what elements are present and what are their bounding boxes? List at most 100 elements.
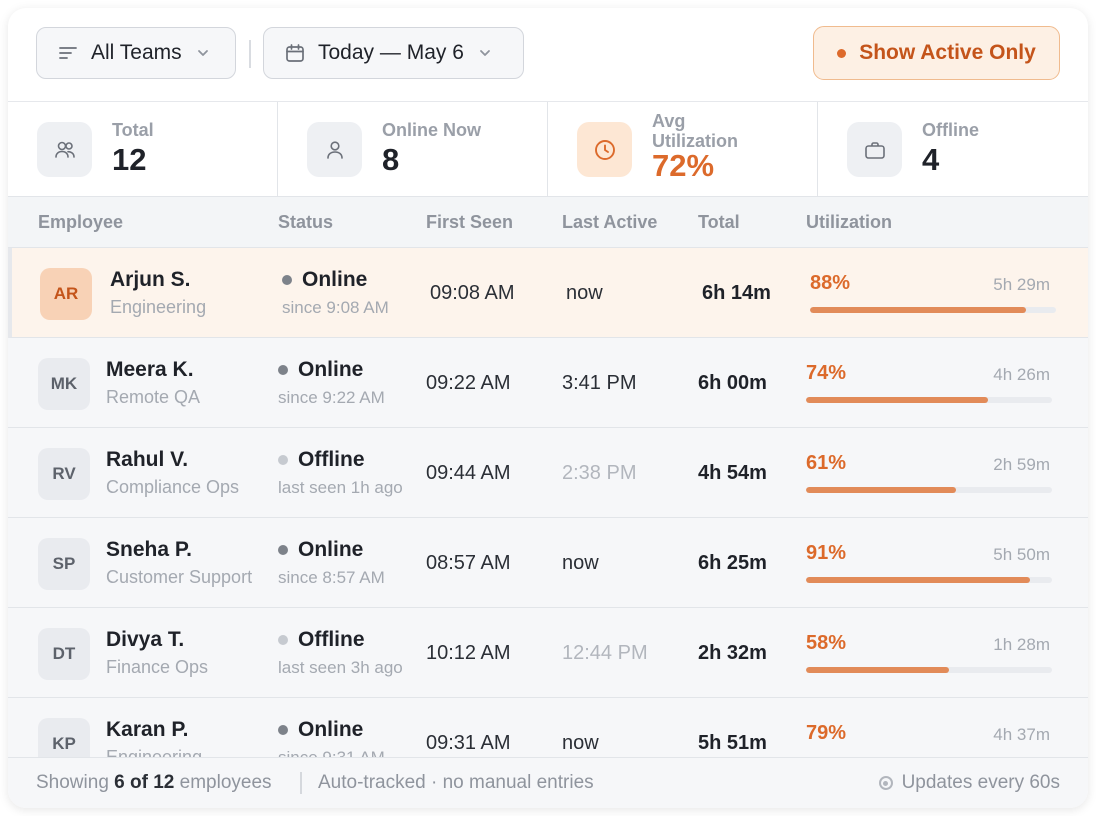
status-detail: since 9:22 AM	[278, 388, 385, 407]
chevron-down-icon	[197, 50, 208, 56]
toolbar-divider	[249, 40, 251, 68]
team-filter-dropdown[interactable]: All Teams	[36, 27, 236, 79]
first-seen-time: 09:44 AM	[426, 462, 511, 484]
status-indicator: Offline	[278, 628, 365, 652]
avatar: RV	[38, 448, 90, 500]
table-row[interactable]: SP Sneha P. Customer Support Online sinc…	[8, 518, 1088, 608]
column-header-status[interactable]: Status	[278, 212, 334, 232]
table-row[interactable]: AR Arjun S. Engineering Online since 9:0…	[8, 248, 1088, 338]
utilization-percent: 74%	[806, 362, 847, 384]
status-dot-icon	[278, 545, 288, 555]
stat-label: Offline	[922, 120, 979, 140]
utilization-percent: 91%	[806, 542, 847, 564]
date-filter-label: Today — May 6	[318, 41, 464, 64]
stat-value: 12	[112, 142, 147, 177]
status-detail: last seen 1h ago	[278, 478, 403, 497]
first-seen-time: 09:22 AM	[426, 372, 511, 394]
employee-name: Rahul V.	[106, 448, 189, 471]
employee-department: Customer Support	[106, 567, 253, 587]
employee-department: Engineering	[106, 747, 203, 757]
status-detail: since 8:57 AM	[278, 568, 385, 587]
employee-department: Remote QA	[106, 387, 201, 407]
employee-name: Meera K.	[106, 358, 194, 381]
status-detail: since 9:31 AM	[278, 748, 385, 757]
active-duration: 1h 28m	[993, 635, 1050, 654]
stat-avg-utilization: Avg Utilization 72%	[548, 102, 818, 197]
total-time: 2h 32m	[698, 642, 767, 664]
showing-suffix: employees	[179, 772, 272, 793]
avatar: MK	[38, 358, 90, 410]
stat-value: 72%	[652, 148, 715, 183]
total-time: 4h 54m	[698, 462, 767, 484]
tracking-note: Auto-tracked · no manual entries	[318, 772, 594, 793]
utilization-bar	[810, 307, 1056, 313]
table-row[interactable]: KP Karan P. Engineering Online since 9:3…	[8, 698, 1088, 757]
table-row[interactable]: MK Meera K. Remote QA Online since 9:22 …	[8, 338, 1088, 428]
first-seen-time: 09:31 AM	[426, 732, 511, 754]
last-active-time: 3:41 PM	[562, 372, 637, 394]
status-indicator: Online	[278, 358, 363, 382]
last-active-time: 12:44 PM	[562, 642, 648, 664]
team-filter-label: All Teams	[91, 41, 182, 64]
stat-offline: Offline 4	[818, 102, 1088, 197]
total-time: 6h 14m	[702, 282, 771, 304]
showing-count-text: Showing 6 of 12 employees	[36, 772, 272, 794]
first-seen-time: 10:12 AM	[426, 642, 511, 664]
column-header-utilization[interactable]: Utilization	[806, 212, 892, 232]
active-dot-icon	[837, 48, 847, 58]
stat-total: Total 12	[8, 102, 278, 197]
stat-label: Avg Utilization	[652, 111, 738, 151]
status-label: Online	[298, 538, 364, 561]
refresh-status: Updates every 60s	[878, 772, 1060, 794]
stat-value: 8	[382, 142, 400, 177]
last-active-time: now	[566, 282, 603, 304]
status-label: Offline	[298, 448, 365, 471]
employee-department: Compliance Ops	[106, 477, 240, 497]
employee-department: Finance Ops	[106, 657, 209, 677]
stats-bar: Total 12 Online Now 8 Avg Utilization 72…	[8, 102, 1088, 197]
employee-name: Karan P.	[106, 718, 189, 741]
calendar-icon	[286, 44, 304, 62]
utilization-bar	[806, 487, 1052, 493]
status-indicator: Online	[282, 268, 367, 292]
clock-icon	[577, 122, 632, 177]
user-icon	[307, 122, 362, 177]
utilization-bar-fill	[806, 397, 989, 403]
column-header-last-active[interactable]: Last Active	[562, 212, 658, 232]
status-indicator: Online	[278, 538, 363, 562]
avatar: KP	[38, 718, 90, 757]
status-dot-icon	[278, 365, 288, 375]
table-row[interactable]: DT Divya T. Finance Ops Offline last see…	[8, 608, 1088, 698]
utilization-bar	[806, 667, 1052, 673]
employee-table-body: AR Arjun S. Engineering Online since 9:0…	[8, 248, 1088, 757]
utilization-percent: 61%	[806, 452, 847, 474]
first-seen-time: 08:57 AM	[426, 552, 511, 574]
briefcase-icon	[847, 122, 902, 177]
table-header: Employee Status First Seen Last Active T…	[8, 197, 1088, 248]
stat-label: Total	[112, 120, 154, 140]
refresh-label: Updates every 60s	[901, 772, 1060, 793]
last-active-time: 2:38 PM	[562, 462, 637, 484]
status-label: Online	[302, 268, 368, 291]
show-active-only-button[interactable]: Show Active Only	[813, 26, 1060, 80]
status-label: Offline	[298, 628, 365, 651]
stat-value: 4	[922, 142, 940, 177]
active-duration: 5h 29m	[993, 275, 1050, 294]
employee-name: Arjun S.	[110, 268, 191, 291]
utilization-percent: 58%	[806, 632, 847, 654]
status-dot-icon	[278, 455, 288, 465]
table-footer: Showing 6 of 12 employees Auto-tracked ·…	[8, 757, 1088, 808]
last-active-time: now	[562, 732, 599, 754]
status-indicator: Online	[278, 718, 363, 742]
total-time: 5h 51m	[698, 732, 767, 754]
total-time: 6h 00m	[698, 372, 767, 394]
active-duration: 5h 50m	[993, 545, 1050, 564]
status-indicator: Offline	[278, 448, 365, 472]
column-header-total[interactable]: Total	[698, 212, 740, 232]
date-filter-dropdown[interactable]: Today — May 6	[263, 27, 524, 79]
column-header-employee[interactable]: Employee	[38, 212, 124, 232]
utilization-percent: 88%	[810, 272, 851, 294]
status-label: Online	[298, 358, 364, 381]
column-header-first-seen[interactable]: First Seen	[426, 212, 514, 232]
table-row[interactable]: RV Rahul V. Compliance Ops Offline last …	[8, 428, 1088, 518]
